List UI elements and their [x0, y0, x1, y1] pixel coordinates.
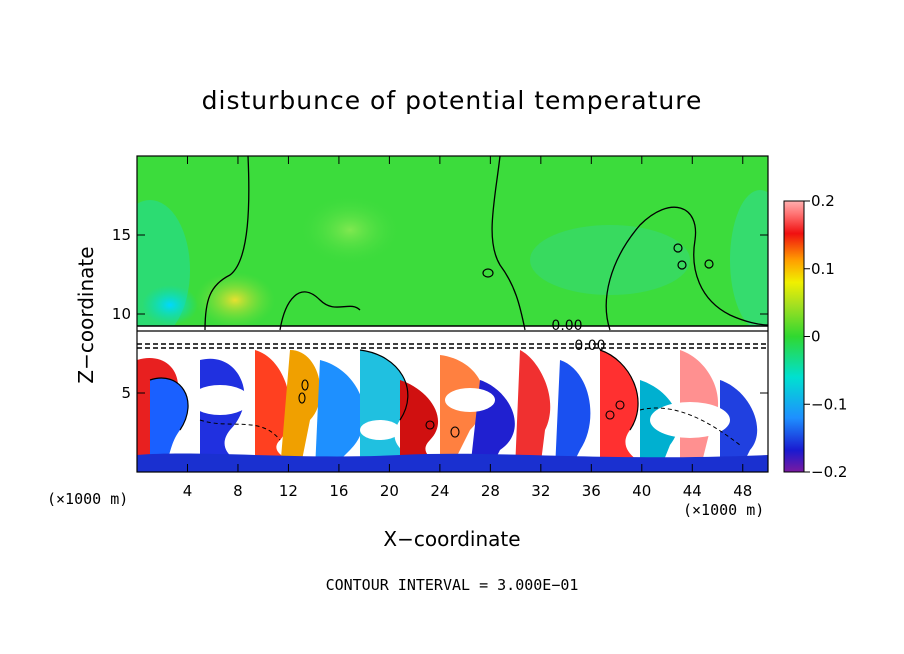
x-unit-right: (×1000 m) [683, 501, 765, 519]
colorbar-tick-label: 0.1 [811, 260, 835, 278]
x-tick-label: 4 [183, 482, 193, 500]
x-tick-label: 8 [233, 482, 243, 500]
x-tick-label: 48 [733, 482, 752, 500]
chart-title: disturbunce of potential temperature [201, 86, 703, 115]
y-tick-label: 5 [121, 384, 131, 402]
y-axis-label: Z−coordinate [74, 246, 98, 384]
x-axis-label: X−coordinate [383, 527, 521, 551]
x-tick-label: 28 [481, 482, 500, 500]
y-tick-label: 15 [112, 226, 131, 244]
contour-label: 0.00 [551, 318, 582, 334]
x-axis: 4 8 12 16 20 24 28 32 36 40 44 48 [183, 156, 752, 500]
x-tick-label: 32 [531, 482, 550, 500]
colorbar-tick-label: −0.2 [811, 463, 847, 481]
x-unit-left: (×1000 m) [47, 490, 129, 508]
x-tick-label: 12 [279, 482, 298, 500]
contour-label: 0.00 [574, 338, 605, 354]
x-tick-label: 16 [329, 482, 348, 500]
x-tick-label: 40 [632, 482, 651, 500]
x-tick-label: 44 [683, 482, 702, 500]
colorbar-axis: 0.2 0.1 0 −0.1 −0.2 [804, 192, 847, 481]
colorbar [783, 200, 805, 473]
x-tick-label: 36 [582, 482, 601, 500]
colorbar-tick-label: 0.2 [811, 192, 835, 210]
y-axis: 5 10 15 [112, 226, 768, 402]
contour-interval-note: CONTOUR INTERVAL = 3.000E−01 [325, 576, 579, 594]
x-tick-label: 24 [430, 482, 449, 500]
x-tick-label: 20 [380, 482, 399, 500]
colorbar-tick-label: −0.1 [811, 395, 847, 413]
y-tick-label: 10 [112, 305, 131, 323]
colorbar-tick-label: 0 [811, 328, 821, 346]
plot-field [137, 156, 768, 472]
